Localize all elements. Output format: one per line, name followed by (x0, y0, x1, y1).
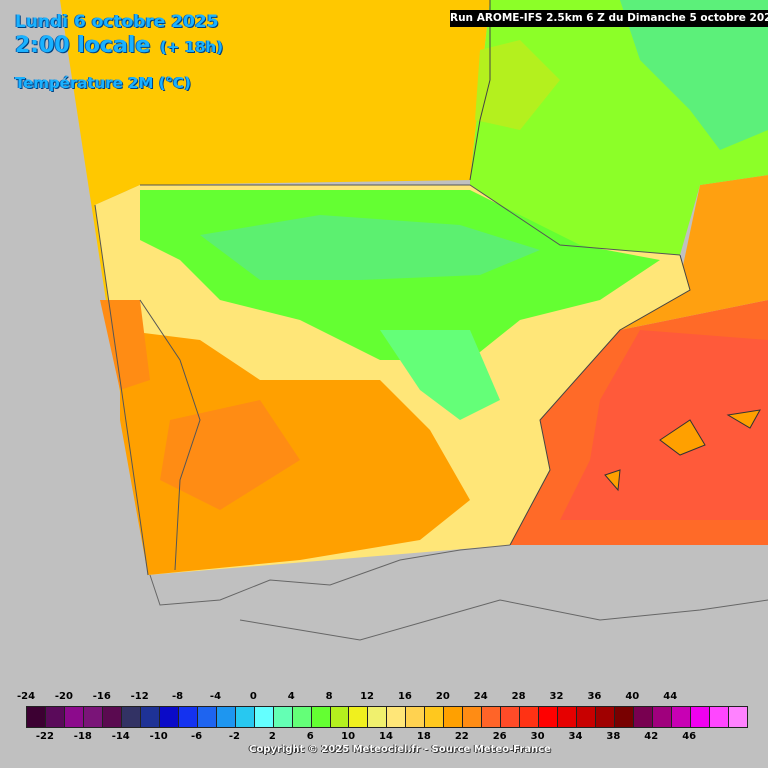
copyright-text: Copyright © 2025 Meteociel.fr - Source M… (249, 744, 551, 755)
legend-tick-label: 16 (397, 691, 412, 702)
legend-tick-label: -2 (228, 731, 240, 742)
legend-swatch (709, 707, 729, 727)
legend-swatch (406, 707, 426, 727)
legend-swatch (425, 707, 445, 727)
legend-swatch (330, 707, 350, 727)
legend-swatch (216, 707, 236, 727)
legend-tick-label: 28 (511, 691, 526, 702)
legend-swatch (311, 707, 331, 727)
legend-tick-label: 38 (606, 731, 621, 742)
legend-swatch (273, 707, 293, 727)
legend-tick-label: 12 (360, 691, 375, 702)
legend-swatch (728, 707, 747, 727)
legend-tick-label: 10 (341, 731, 356, 742)
model-run-label: Run AROME-IFS 2.5km 6 Z du Dimanche 5 oc… (450, 10, 768, 27)
legend-swatch (254, 707, 274, 727)
legend-tick-label: 6 (306, 731, 314, 742)
legend-swatch (577, 707, 597, 727)
legend-swatch (45, 707, 65, 727)
legend-tick-label: 42 (644, 731, 659, 742)
legend-swatch (102, 707, 122, 727)
legend-swatch (159, 707, 179, 727)
legend-tick-label: -20 (54, 691, 73, 702)
legend-tick-label: 36 (587, 691, 602, 702)
atlantic-sea-area (60, 0, 490, 575)
legend-tick-label: 40 (625, 691, 640, 702)
legend-swatch (197, 707, 217, 727)
legend-tick-label: -12 (130, 691, 149, 702)
legend-tick-label: 26 (492, 731, 507, 742)
legend-swatch (235, 707, 255, 727)
legend-tick-label: 30 (530, 731, 545, 742)
legend-swatch (463, 707, 483, 727)
legend-tick-label: 46 (682, 731, 697, 742)
legend-tick-label: 0 (249, 691, 257, 702)
legend-swatch (690, 707, 710, 727)
legend-swatch (596, 707, 616, 727)
legend-tick-label: -10 (149, 731, 168, 742)
legend-tick-label: -4 (209, 691, 222, 702)
legend-swatch (64, 707, 84, 727)
legend-tick-label: 2 (268, 731, 276, 742)
legend-tick-label: 32 (549, 691, 564, 702)
legend-swatch (482, 707, 502, 727)
legend-swatch (615, 707, 634, 727)
legend-tick-label: 34 (568, 731, 583, 742)
legend-tick-label: 8 (325, 691, 333, 702)
mallorca-island (659, 419, 706, 456)
legend-swatch (349, 707, 369, 727)
legend-tick-label: -18 (73, 731, 92, 742)
forecast-time: 2:00 locale (15, 33, 151, 58)
legend-tick-label: 20 (435, 691, 450, 702)
legend-swatch (140, 707, 160, 727)
menorca-island (726, 409, 761, 429)
legend-tick-label: 14 (379, 731, 393, 742)
legend-tick-label: -22 (35, 731, 54, 742)
legend-swatch (83, 707, 103, 727)
forecast-lead-time: (+ 18h) (160, 38, 224, 56)
ibiza-island (604, 469, 621, 492)
legend-swatch (444, 707, 464, 727)
africa-coast (239, 599, 768, 641)
legend-swatch (634, 707, 653, 727)
legend-swatch (652, 707, 672, 727)
legend-tick-label: 22 (454, 731, 469, 742)
legend-tick-label: 44 (663, 691, 678, 702)
legend-swatch (671, 707, 691, 727)
legend-tick-label: 24 (473, 691, 488, 702)
legend-swatch (558, 707, 578, 727)
legend-tick-label: 4 (287, 691, 295, 702)
legend-swatch (178, 707, 198, 727)
color-legend (26, 706, 748, 728)
coastline (469, 0, 491, 181)
legend-swatch (292, 707, 312, 727)
legend-tick-label: -8 (172, 691, 184, 702)
portugal-border (139, 299, 201, 571)
legend-swatch (501, 707, 521, 727)
legend-tick-label: 18 (416, 731, 431, 742)
legend-swatch (520, 707, 540, 727)
parameter-title: Température 2M (°C) (15, 74, 191, 92)
legend-tick-label: -14 (111, 731, 130, 742)
forecast-date: Lundi 6 octobre 2025 (15, 12, 219, 32)
legend-swatch (121, 707, 141, 727)
legend-tick-label: -6 (190, 731, 203, 742)
legend-swatch (387, 707, 407, 727)
legend-swatch (539, 707, 559, 727)
legend-swatch (27, 707, 46, 727)
legend-tick-label: -24 (16, 691, 36, 702)
legend-tick-label: -16 (92, 691, 111, 702)
legend-swatch (368, 707, 388, 727)
